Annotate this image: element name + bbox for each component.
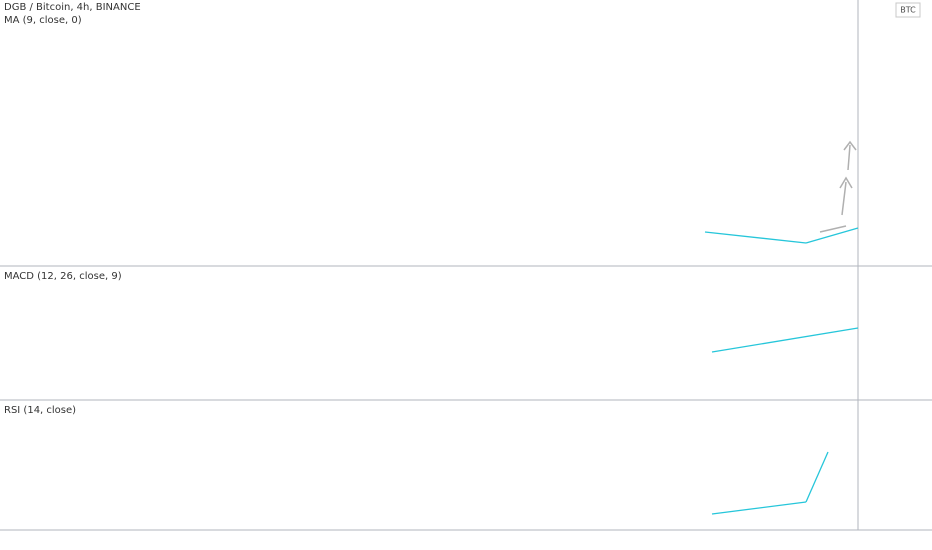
unit-box bbox=[895, 2, 921, 18]
indicator-legend: MA (9, close, 0) bbox=[4, 15, 82, 26]
unit-label: BTC bbox=[900, 6, 916, 15]
arrow bbox=[843, 140, 857, 171]
trendline bbox=[711, 327, 859, 353]
arrow bbox=[819, 225, 847, 233]
trendline bbox=[805, 227, 859, 244]
rsi-title: RSI (14, close) bbox=[4, 405, 76, 416]
trendline bbox=[704, 231, 807, 244]
title: DGB / Bitcoin, 4h, BINANCE bbox=[4, 2, 141, 13]
macd-title: MACD (12, 26, close, 9) bbox=[4, 271, 122, 282]
arrow bbox=[839, 176, 853, 216]
trendline bbox=[805, 451, 829, 503]
arrows bbox=[819, 140, 857, 233]
drawings bbox=[704, 227, 859, 515]
trendline bbox=[711, 501, 807, 515]
